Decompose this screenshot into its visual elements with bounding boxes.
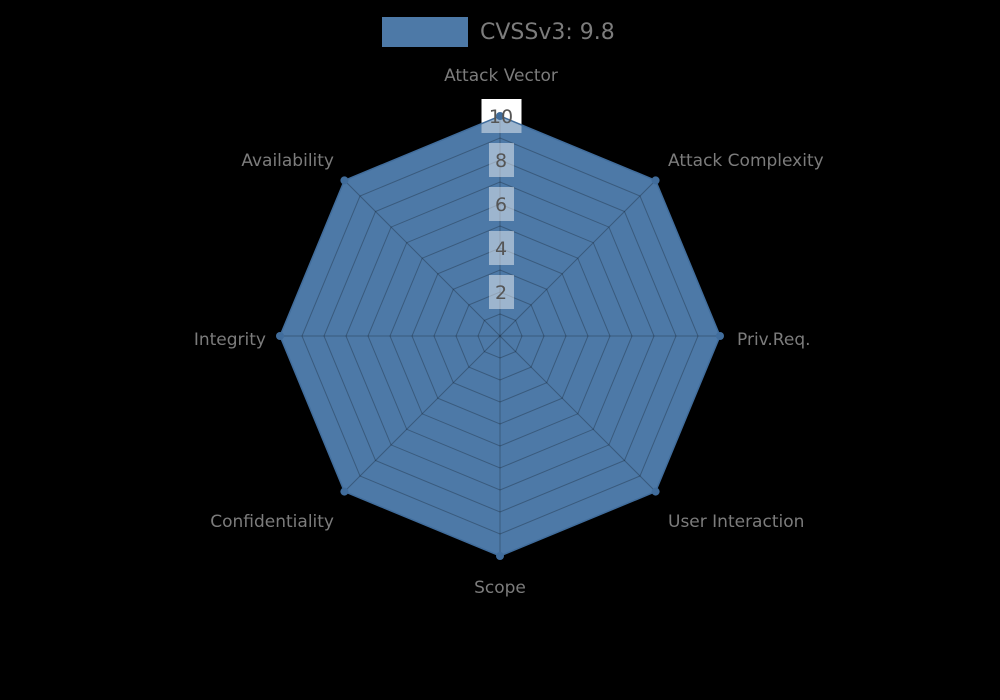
tick-label-10: 10 — [489, 106, 513, 128]
grid-ring — [301, 137, 699, 535]
vertex-marker-user-interaction — [651, 487, 660, 496]
axis-label-priv-req: Priv.Req. — [737, 330, 811, 350]
tick-label-box — [489, 143, 514, 177]
grid-ring — [389, 225, 611, 447]
tick-label-box — [489, 231, 514, 265]
axis-label-layer: Attack Vector Attack Complexity Priv.Req. U… — [194, 66, 824, 598]
tick-label-box — [489, 275, 514, 309]
vertex-marker-integrity — [276, 332, 284, 340]
grid-ring — [367, 203, 633, 469]
tick-label-box — [489, 187, 514, 221]
axis-label-attack-complexity: Attack Complexity — [668, 151, 824, 171]
tick-label-6: 6 — [495, 194, 507, 216]
vertex-marker-attack-complexity — [651, 176, 660, 185]
tick-label-layer: 2 4 6 8 10 — [489, 106, 513, 304]
tick-label-4: 4 — [495, 238, 507, 260]
tick-label-2: 2 — [495, 282, 507, 304]
axis-label-attack-vector: Attack Vector — [444, 66, 558, 86]
legend-swatch — [382, 17, 468, 47]
vertex-marker-availability — [340, 176, 349, 185]
radar-series-fill — [280, 116, 720, 556]
grid-ring — [477, 313, 523, 359]
vertex-marker-confidentiality — [340, 487, 349, 496]
axis-label-confidentiality: Confidentiality — [210, 512, 334, 532]
axis-label-availability: Availability — [241, 151, 334, 171]
grid-spoke — [344, 180, 501, 337]
grid-spoke — [499, 335, 656, 492]
series-line-layer — [276, 112, 724, 560]
axis-label-scope: Scope — [474, 578, 526, 598]
axis-label-integrity: Integrity — [194, 330, 266, 350]
tick-label-8: 8 — [495, 150, 507, 172]
legend: CVSSv3: 9.8 — [382, 17, 615, 47]
series-fill-layer — [280, 116, 720, 556]
grid-ring — [433, 269, 567, 403]
grid-ring — [455, 291, 545, 381]
grid-ring — [323, 159, 677, 513]
tick-box-layer — [481, 99, 522, 309]
legend-label: CVSSv3: 9.8 — [480, 20, 615, 45]
grid-spoke — [344, 335, 501, 492]
axis-label-user-interaction: User Interaction — [668, 512, 804, 532]
vertex-marker-priv-req — [716, 332, 724, 340]
vertex-marker-attack-vector — [496, 112, 504, 120]
vertex-marker-scope — [496, 552, 504, 560]
grid-ring — [411, 247, 589, 425]
grid-ring — [345, 181, 655, 491]
grid-spoke — [499, 180, 656, 337]
